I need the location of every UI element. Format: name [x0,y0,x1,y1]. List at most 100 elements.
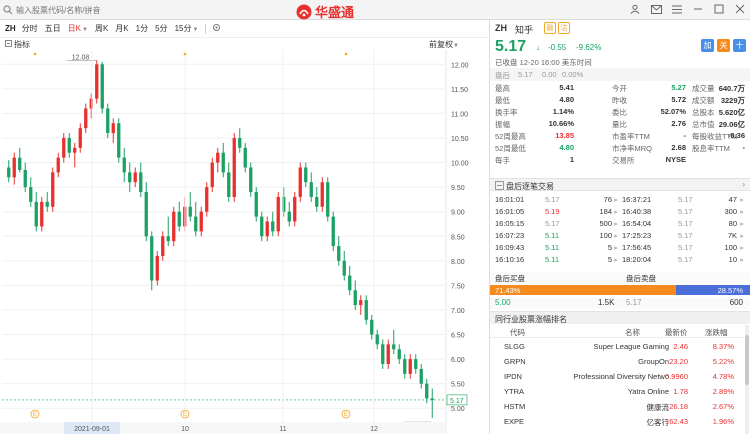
candle-body [161,236,165,256]
trade-time: 16:07:23 [495,231,525,240]
stats-row: 最低 4.80 昨收 5.72 成交额 3229万 [490,94,750,106]
candle-body [392,344,396,350]
trade-row: 16:10:16 5.11 5 ▸ 18:20:04 5.17 10 ▸ [490,254,750,266]
indicator-icon [5,40,12,47]
stats-row: 52周最高 13.85 市盈率TTM - 每股收益TTM -0.36 [490,130,750,142]
y-tick-label: 9.00 [451,210,465,217]
trade-size: 300 [724,207,737,216]
col-pct[interactable]: 涨跌幅 [705,328,728,337]
trade-size: 80 [728,219,737,228]
after-label: 盘后 [495,71,510,80]
candle-body [260,216,264,237]
candle-body [45,201,49,207]
settings-icon[interactable] [212,23,221,34]
stock-code: ZH [495,23,507,33]
peer-row[interactable]: EXPE 亿客行 162.43 1.96% [490,414,750,429]
candle-body [205,187,209,212]
peer-row[interactable]: HSTM 健康流 26.18 2.67% [490,399,750,414]
search-box[interactable] [3,3,153,17]
stat-label: 今开 [612,84,627,93]
peer-price: 26.18 [669,402,688,411]
trade-price: 5.17 [678,231,693,240]
trades-title: 盘后逐笔交易 [506,182,554,191]
candle-body [293,196,297,222]
stats-row: 换手率 1.14% 委比 52.07% 总股本 5.620亿 [490,106,750,118]
stat-label: 最低 [495,96,510,105]
trade-time: 16:40:38 [622,207,652,216]
after-hours-row: 盘后 5.17 0.00 0.00% [490,68,750,81]
peer-row[interactable]: GRPN GroupOn 23.20 5.22% [490,354,750,369]
tab-daily-k[interactable]: 日K▼ [68,23,88,34]
y-tick-label: 10.00 [451,161,469,168]
after-change: 0.00 [542,70,557,79]
trades-list: 16:01:01 5.17 76 ▸ 16:37:21 5.17 47 ▸ 16:01:05 5.… [490,194,750,266]
tab-1min[interactable]: 1分 [135,24,149,33]
peer-row[interactable]: YTRA Yatra Online 1.78 2.89% [490,384,750,399]
tab-5min[interactable]: 5分 [155,24,168,33]
menu-icon[interactable] [671,3,683,15]
stat-label: 总市值 [692,120,715,129]
candle-body [364,300,368,320]
brand: 华盛通 [296,2,354,21]
peers-columns: 代码 名称 最新价 涨跌幅 [490,325,750,338]
mail-icon[interactable] [650,3,662,15]
trade-row: 16:05:15 5.17 500 ▸ 16:54:04 5.17 80 ▸ [490,218,750,230]
candle-body [276,196,280,232]
tab-five-day[interactable]: 五日 [44,24,61,33]
close-icon[interactable] [734,3,746,15]
trade-price: 5.17 [678,195,693,204]
search-input[interactable] [16,5,146,15]
peer-price: 0.9960 [665,372,688,381]
x-tick-label: 11 [279,426,286,433]
plus-button[interactable]: 十 [733,39,746,52]
candle-body [414,359,418,369]
stat-label: 每股收益TTM [692,132,738,141]
stock-name: 知乎 [515,25,534,35]
trade-time: 16:01:05 [495,207,525,216]
scrollbar-thumb[interactable] [745,335,749,385]
kline-chart[interactable]: 12.00 11.50 11.00 10.50 10.00 9.50 9.00 8.50 8.0… [0,50,488,434]
after-price: 5.17 [518,70,533,79]
price-change-pct: -9.62% [576,43,602,52]
peer-row[interactable]: IPDN Professional Diversity Netwo 0.9960 4.… [490,369,750,384]
stat-label: 成交量 [692,84,715,93]
trade-price: 5.17 [545,195,560,204]
tab-monthly-k[interactable]: 月K [115,24,129,33]
tab-15min[interactable]: 15分▼ [175,23,199,34]
candle-body [403,359,407,374]
stat-label: 最高 [495,84,510,93]
adjust-button[interactable]: 前复权▼ [429,39,459,50]
event-dot-icon [344,52,348,56]
col-name[interactable]: 名称 [625,328,640,337]
user-icon[interactable] [629,3,641,15]
tab-timeshare[interactable]: 分时 [21,24,38,33]
earnings-event-icon [341,409,351,419]
trade-direction-icon: ▸ [614,219,618,228]
candle-body [386,344,390,365]
follow-button[interactable]: 关 [717,39,730,52]
tab-15min-label: 15分 [174,24,192,33]
candle-body [287,211,291,222]
trades-header[interactable]: 盘后逐笔交易 › [490,178,750,191]
candle-body [51,172,55,207]
trade-size: 47 [728,195,737,204]
y-tick-label: 6.50 [451,333,465,340]
maximize-icon[interactable] [713,3,725,15]
kline-svg: 12.00 11.50 11.00 10.50 10.00 9.50 9.00 8.50 8.0… [0,50,469,434]
ask-price: 5.17 [626,298,642,307]
tab-weekly-k[interactable]: 周K [94,24,109,33]
chevron-right-icon[interactable]: › [742,180,745,189]
y-tick-label: 5.50 [451,382,465,389]
col-code[interactable]: 代码 [510,328,525,337]
col-price[interactable]: 最新价 [665,328,688,337]
peers-scrollbar[interactable] [745,325,749,434]
indicator-button[interactable]: 指标 [14,40,30,49]
peer-row[interactable]: SLGG Super League Gaming 2.46 8.37% [490,339,750,354]
candle-body [34,201,38,227]
add-watchlist-button[interactable]: 加 [701,39,714,52]
minimize-icon[interactable] [692,3,704,15]
window-controls [629,3,746,15]
chevron-down-icon: ▼ [453,43,459,49]
market-status: 已收盘 12-20 16:00 美东时间 [495,58,592,67]
candle-body [326,182,330,217]
